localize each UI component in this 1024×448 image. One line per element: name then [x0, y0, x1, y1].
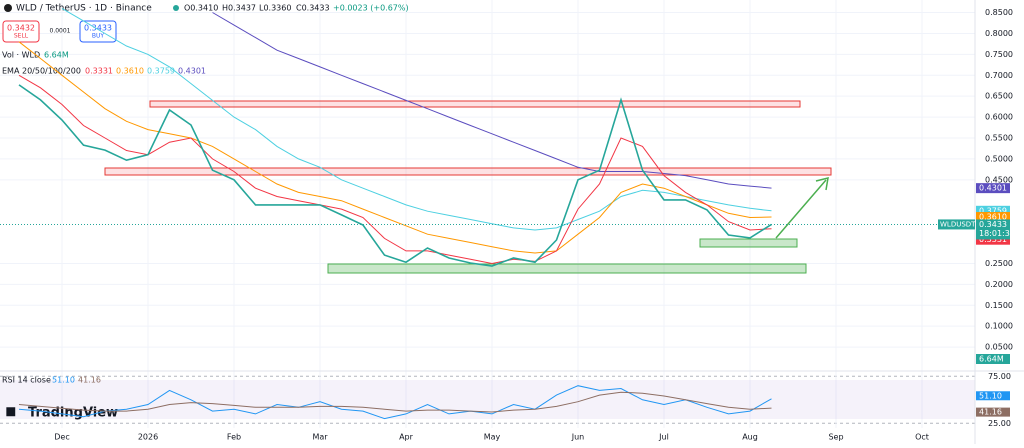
x-tick-label: 2026: [138, 433, 158, 442]
price-badge: [976, 234, 1010, 245]
y-tick-label: 0.5500: [985, 134, 1013, 143]
zone: [149, 100, 801, 108]
price-badge: [976, 205, 1010, 216]
badge-text: 0.3759: [979, 206, 1007, 215]
sell-label: SELL: [14, 33, 29, 40]
price-badge: [976, 391, 1010, 401]
badge-text: 41.16: [979, 408, 1002, 417]
buy-label: BUY: [92, 33, 105, 40]
price-badge: [976, 183, 1010, 194]
ohlc: L0.3360: [259, 4, 291, 13]
y-tick-label: 0.7500: [985, 50, 1013, 59]
ema-value: 0.3610: [116, 67, 144, 76]
rsi-tick-label: 25.00: [988, 419, 1011, 428]
series-line: [18, 41, 772, 254]
rsi-band: [0, 380, 975, 419]
symbol-title: WLD / TetherUS · 1D · Binance: [16, 4, 152, 14]
y-tick-label: 0.5000: [985, 154, 1013, 163]
x-tick-label: May: [484, 433, 501, 442]
y-tick-label: 0.2000: [985, 280, 1013, 289]
price-badge: [976, 407, 1010, 417]
x-tick-label: Aug: [742, 433, 758, 442]
rsi-value: 51.10: [52, 376, 75, 385]
y-tick-label: 0.4500: [985, 175, 1013, 184]
ema-value: 0.4301: [178, 67, 206, 76]
badge-text: 51.10: [979, 391, 1002, 400]
volume-badge: [976, 354, 1010, 364]
x-tick-label: Jun: [571, 433, 585, 442]
series-line: [18, 84, 772, 267]
header: WLD / TetherUS · 1D · Binance O0.3410 H0…: [2, 4, 409, 421]
x-tick-label: Oct: [915, 433, 929, 442]
ema-value: 0.3331: [85, 67, 113, 76]
series-line: [61, 7, 772, 231]
buy-button[interactable]: [79, 20, 117, 43]
ohlc: O0.3410: [184, 4, 218, 13]
badge-text: 0.4301: [979, 184, 1007, 193]
symbol-icon: [4, 4, 12, 12]
volume-value: 6.64M: [44, 51, 69, 60]
y-tick-label: 0.7000: [985, 71, 1013, 80]
ohlc: C0.3433: [296, 4, 330, 13]
x-tick-label: Sep: [828, 433, 843, 442]
price-badge: [976, 212, 1010, 223]
y-tick-label: 0.8500: [985, 8, 1013, 17]
y-tick-label: 0.0500: [985, 343, 1013, 352]
series-line: [18, 74, 772, 265]
y-tick-label: 0.1000: [985, 322, 1013, 331]
symbol-badge-text: WLDUSDT: [940, 220, 976, 228]
x-tick-label: Apr: [399, 433, 414, 442]
symbol-badge: [938, 219, 975, 230]
y-tick-label: 0.1500: [985, 301, 1013, 310]
volume-label: Vol · WLD: [2, 51, 40, 60]
ema-value: 0.3759: [147, 67, 175, 76]
x-tick-label: Dec: [54, 433, 69, 442]
zone: [699, 238, 798, 248]
badge-text: 0.3433: [979, 220, 1007, 229]
x-tick-label: Feb: [227, 433, 241, 442]
grid: [0, 0, 975, 428]
logo: TradingView: [28, 406, 118, 421]
series-line: [18, 385, 772, 420]
ema-label: EMA 20/50/100/200: [2, 67, 81, 76]
rsi-label: RSI 14 close: [2, 376, 51, 385]
y-tick-label: 0.8000: [985, 29, 1013, 38]
x-tick-label: Jul: [658, 433, 669, 442]
arrow: [775, 176, 829, 239]
spread: 0.0001: [50, 28, 71, 35]
logo-mark: ⯀: [6, 406, 16, 420]
zone: [327, 263, 807, 274]
badge-text: 0.3610: [979, 213, 1007, 222]
rsi-tick-label: 75.00: [988, 372, 1011, 381]
y-tick-label: 0.6500: [985, 92, 1013, 101]
price-badge: [976, 219, 1010, 240]
y-tick-label: 0.6000: [985, 113, 1013, 122]
series-line: [212, 12, 772, 189]
sell-price: 0.3432: [7, 24, 35, 33]
ohlc: H0.3437: [222, 4, 256, 13]
rsi-value: 41.16: [78, 376, 101, 385]
x-tick-label: Mar: [312, 433, 328, 442]
series-line: [18, 391, 772, 413]
badge-text: 6.64M: [979, 355, 1004, 364]
status-dot: [173, 5, 179, 11]
badge-text: 0.3331: [979, 235, 1007, 244]
zone: [104, 167, 832, 176]
badge-text: 18:01:30: [979, 229, 1015, 238]
buy-price: 0.3433: [84, 24, 112, 33]
y-tick-label: 0.2500: [985, 259, 1013, 268]
ohlc-change: +0.0023 (+0.67%): [333, 4, 409, 13]
sell-button[interactable]: [2, 20, 40, 43]
